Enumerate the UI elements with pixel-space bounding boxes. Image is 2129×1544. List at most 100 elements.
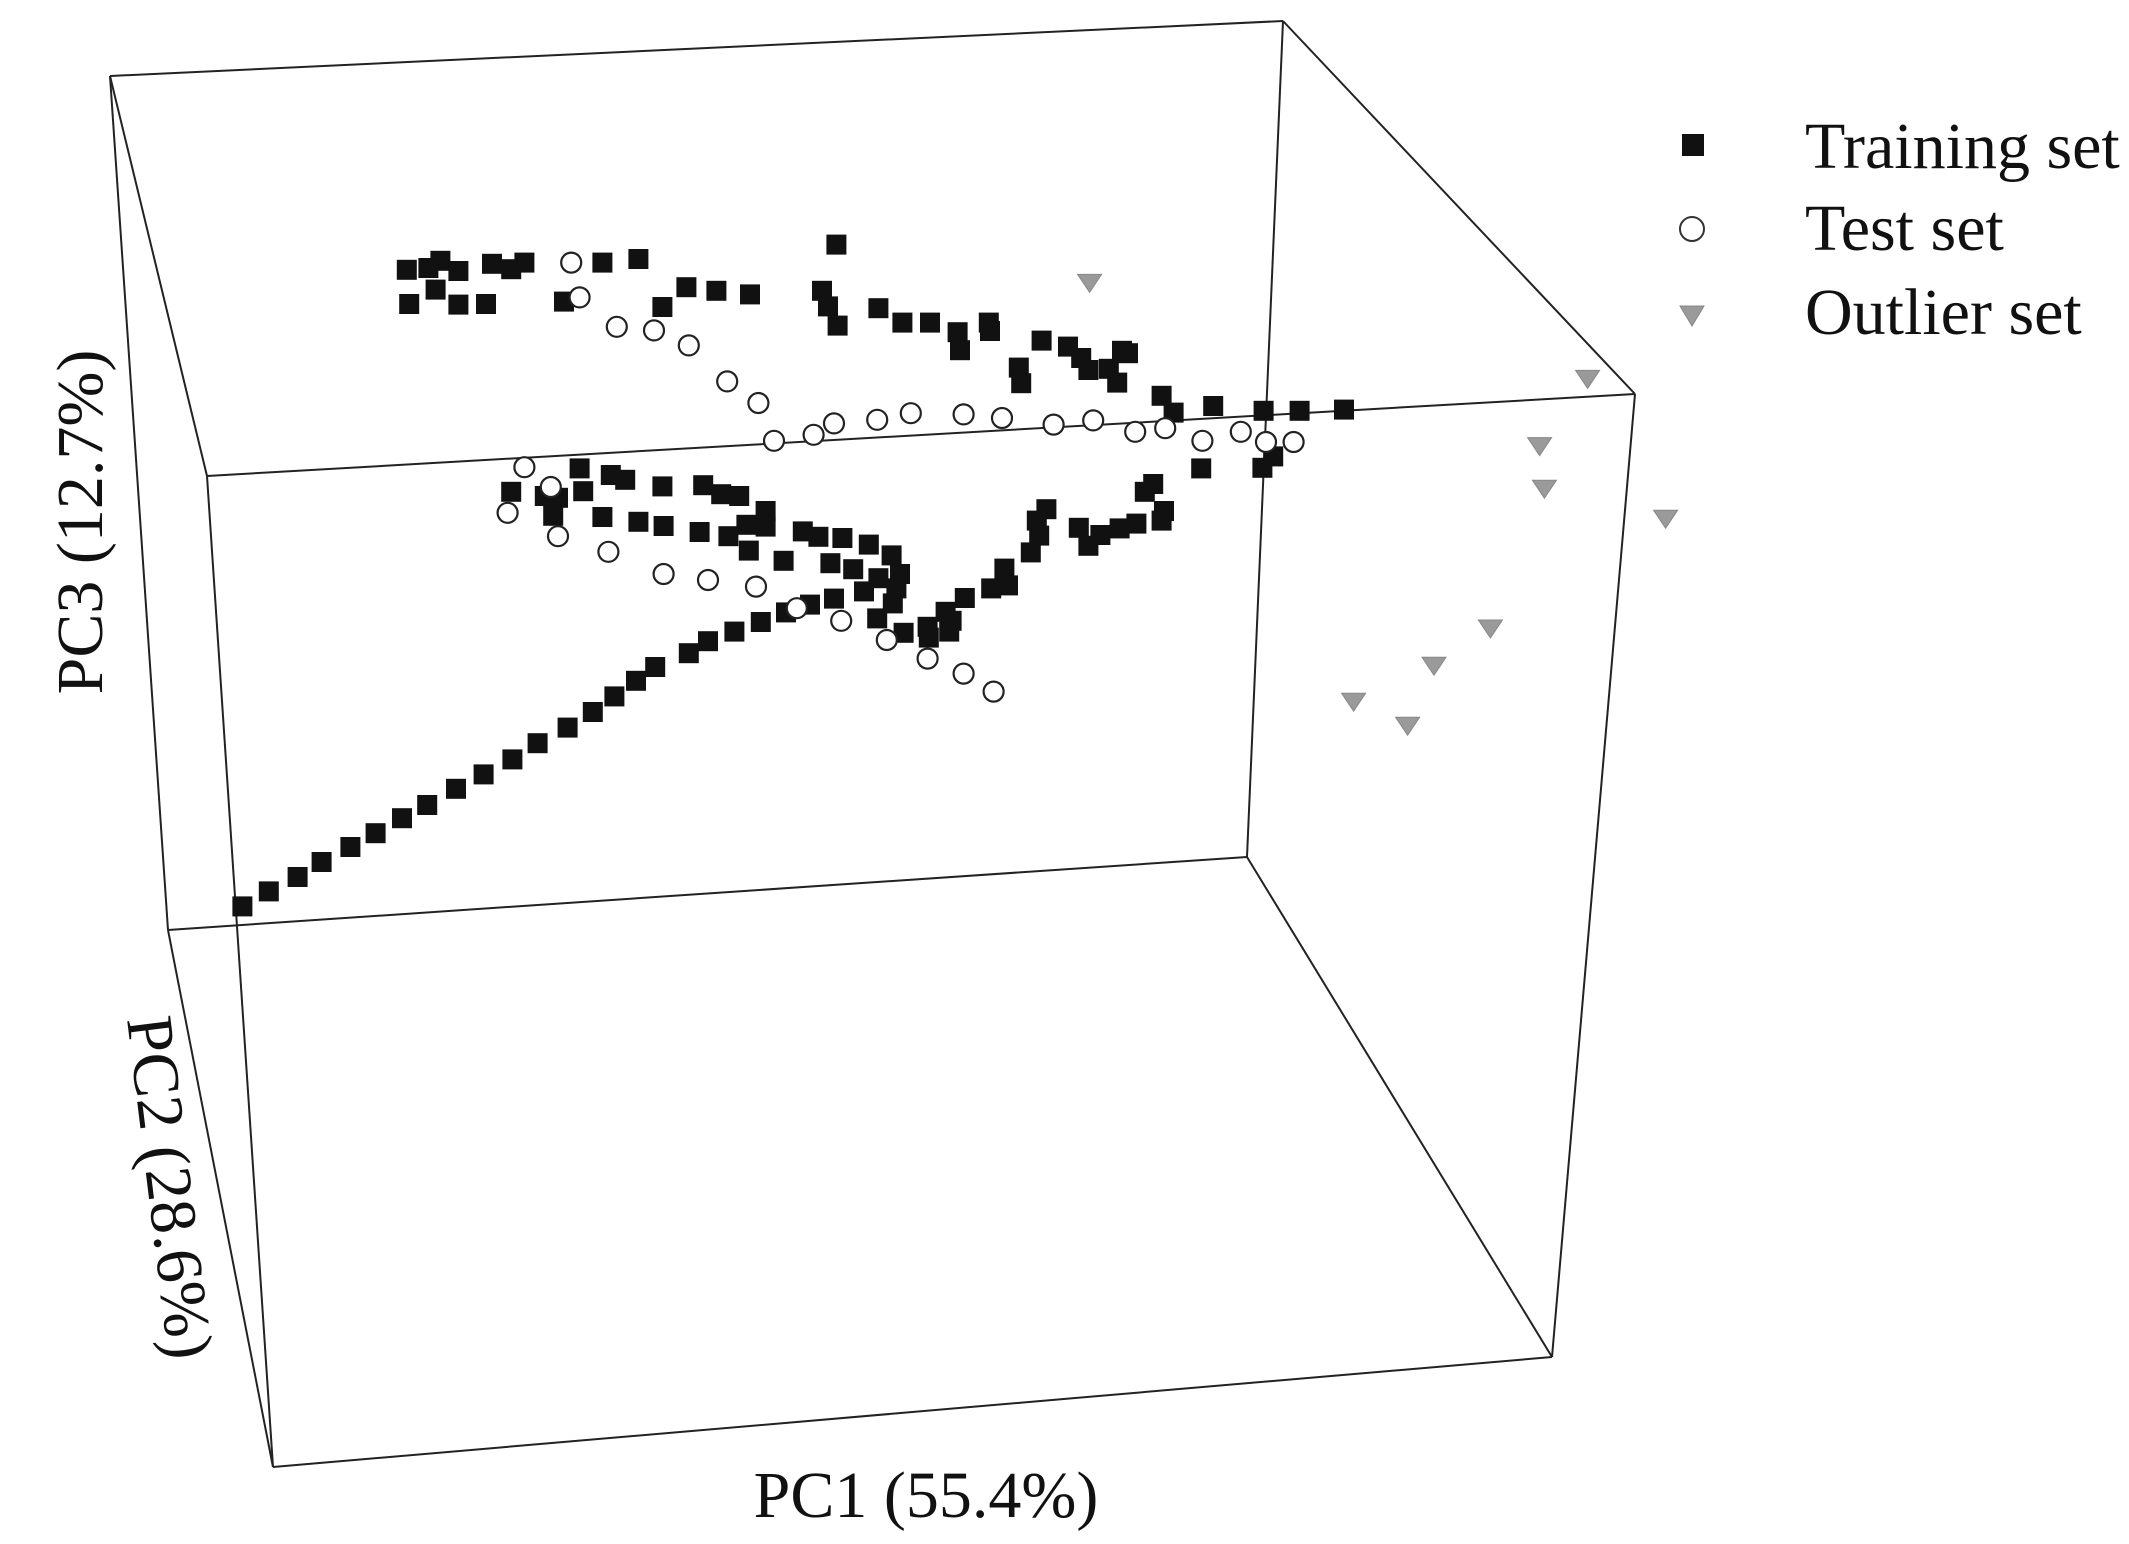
- box-edge-top-right-depth: [1282, 20, 1636, 395]
- training-point-86: [652, 476, 673, 497]
- legend-marker-outlier: [1679, 305, 1705, 327]
- training-point-123: [392, 808, 412, 829]
- test-point-26: [597, 540, 620, 563]
- training-point-125: [340, 837, 361, 857]
- training-point-12: [448, 294, 469, 315]
- training-point-96: [628, 511, 649, 532]
- test-point-8: [802, 423, 825, 446]
- training-point-69: [918, 627, 939, 648]
- training-point-127: [287, 867, 308, 887]
- training-point-106: [824, 588, 844, 609]
- training-point-89: [569, 458, 590, 479]
- box-edge-front-right: [1551, 393, 1636, 1358]
- test-point-24: [496, 501, 519, 524]
- test-point-23: [539, 475, 562, 499]
- training-point-117: [557, 717, 578, 738]
- training-point-78: [808, 526, 829, 547]
- training-point-88: [600, 465, 621, 485]
- test-point-15: [1082, 409, 1105, 432]
- training-point-77: [832, 528, 853, 548]
- test-point-1: [568, 286, 591, 309]
- box-edge-bottom-right-depth: [1246, 856, 1553, 1358]
- y-axis-label: PC2 (28.6%): [112, 1012, 226, 1363]
- training-point-46: [1252, 457, 1273, 478]
- test-point-28: [696, 568, 720, 592]
- test-point-22: [513, 456, 536, 479]
- training-point-118: [527, 733, 548, 754]
- test-point-0: [560, 251, 583, 274]
- training-point-105: [854, 581, 874, 602]
- test-point-30: [785, 597, 808, 620]
- plot-box: [109, 20, 1636, 1468]
- training-point-112: [678, 643, 699, 664]
- training-point-52: [1126, 513, 1147, 534]
- training-point-62: [998, 575, 1018, 596]
- test-point-19: [1229, 420, 1252, 443]
- test-point-17: [1154, 417, 1177, 440]
- training-point-21: [868, 298, 889, 319]
- training-point-101: [773, 550, 794, 571]
- training-point-5: [482, 253, 502, 274]
- training-point-1: [628, 249, 649, 269]
- test-point-12: [952, 403, 975, 426]
- outlier-point-3: [1652, 509, 1679, 530]
- test-point-32: [875, 628, 898, 652]
- test-point-27: [652, 562, 675, 586]
- outlier-point-7: [1394, 716, 1421, 737]
- test-point-31: [830, 609, 853, 632]
- test-point-5: [716, 370, 739, 393]
- training-point-24: [920, 312, 940, 333]
- test-point-10: [866, 408, 889, 431]
- outlier-point-1: [1526, 437, 1553, 457]
- training-point-114: [626, 670, 646, 691]
- box-edge-top-left-depth: [109, 75, 208, 477]
- test-point-7: [762, 429, 786, 452]
- training-point-7: [396, 259, 417, 280]
- training-point-98: [689, 522, 710, 542]
- training-point-85: [693, 475, 714, 496]
- training-point-6: [501, 259, 522, 280]
- x-axis-label: PC1 (55.4%): [754, 1459, 1099, 1532]
- training-point-28: [950, 340, 970, 361]
- box-edge-back-left: [109, 75, 169, 931]
- training-point-61: [994, 558, 1015, 579]
- test-point-25: [546, 525, 570, 548]
- test-point-11: [899, 402, 922, 425]
- training-point-119: [502, 749, 523, 770]
- test-point-4: [677, 334, 700, 357]
- training-point-8: [418, 258, 439, 278]
- training-point-13: [476, 294, 496, 314]
- test-point-20: [1254, 430, 1278, 454]
- box-edge-bottom-left-depth: [167, 929, 274, 1468]
- training-point-75: [881, 545, 902, 566]
- box-edge-front-top: [206, 393, 1636, 477]
- training-point-47: [1191, 458, 1212, 479]
- training-point-115: [604, 686, 625, 707]
- training-point-128: [258, 881, 279, 902]
- training-point-68: [939, 621, 960, 642]
- box-edge-back-bottom: [167, 856, 1248, 931]
- test-point-3: [642, 319, 666, 342]
- z-axis-label: PC3 (12.7%): [44, 350, 117, 695]
- training-point-23: [892, 312, 913, 333]
- training-point-15: [652, 297, 673, 317]
- training-point-44: [1334, 399, 1354, 420]
- training-point-11: [399, 294, 420, 314]
- training-point-35: [1118, 343, 1138, 364]
- training-point-76: [858, 534, 879, 555]
- training-point-103: [843, 559, 864, 580]
- training-point-18: [740, 284, 760, 305]
- training-point-121: [446, 778, 466, 799]
- outlier-point-6: [1340, 692, 1367, 713]
- training-point-100: [738, 540, 759, 561]
- training-point-41: [1203, 396, 1224, 416]
- training-point-120: [473, 764, 494, 785]
- box-edge-back-top: [109, 20, 1284, 77]
- points-layer: [232, 234, 1679, 917]
- training-point-40: [1163, 402, 1184, 423]
- training-point-116: [582, 702, 603, 722]
- test-point-16: [1124, 420, 1147, 443]
- test-point-29: [744, 575, 768, 598]
- training-point-94: [543, 505, 564, 526]
